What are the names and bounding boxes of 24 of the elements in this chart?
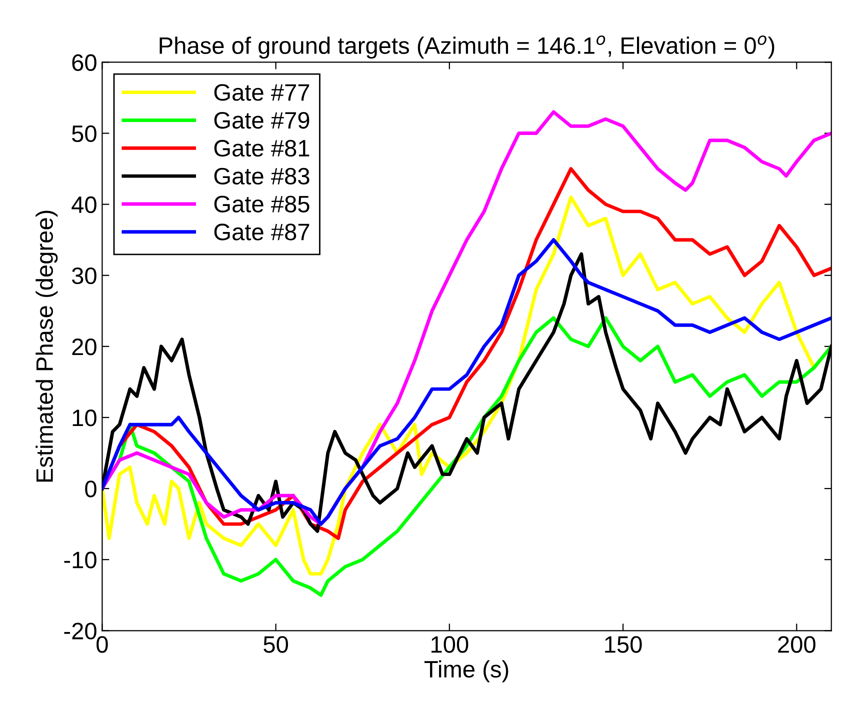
y-tick-label: 0 — [85, 480, 96, 498]
y-tick-label: 40 — [72, 196, 96, 214]
x-tick-label: 100 — [432, 636, 468, 653]
x-axis-title: Time (s) — [424, 660, 508, 682]
y-tick-label: 20 — [72, 338, 96, 356]
chart-title: Phase of ground targets (Azimuth = 146.1$^{o}$, Elevation = 0$^{o}$) — [160, 35, 774, 59]
y-tick-label: 10 — [72, 410, 96, 426]
y-tick-label: -10 — [64, 552, 96, 568]
x-tick-label: 0 — [96, 636, 108, 653]
y-tick-label: 60 — [72, 54, 96, 72]
y-axis-title: Estimated Phase (degree) — [36, 210, 58, 482]
legend-label: Gate #87 — [214, 224, 310, 240]
y-tick-label: 50 — [72, 125, 96, 142]
legend-label: Gate #85 — [214, 196, 310, 212]
legend-label: Gate #79 — [214, 112, 310, 129]
y-tick-label: -20 — [64, 622, 96, 640]
legend-label: Gate #81 — [214, 140, 310, 157]
x-tick-label: 50 — [264, 636, 288, 653]
line-series — [102, 110, 832, 526]
y-tick-label: 30 — [72, 267, 96, 284]
x-tick-label: 200 — [778, 636, 816, 653]
legend-label: Gate #77 — [214, 84, 310, 101]
legend-label: Gate #83 — [214, 168, 310, 185]
x-tick-label: 150 — [605, 636, 642, 653]
